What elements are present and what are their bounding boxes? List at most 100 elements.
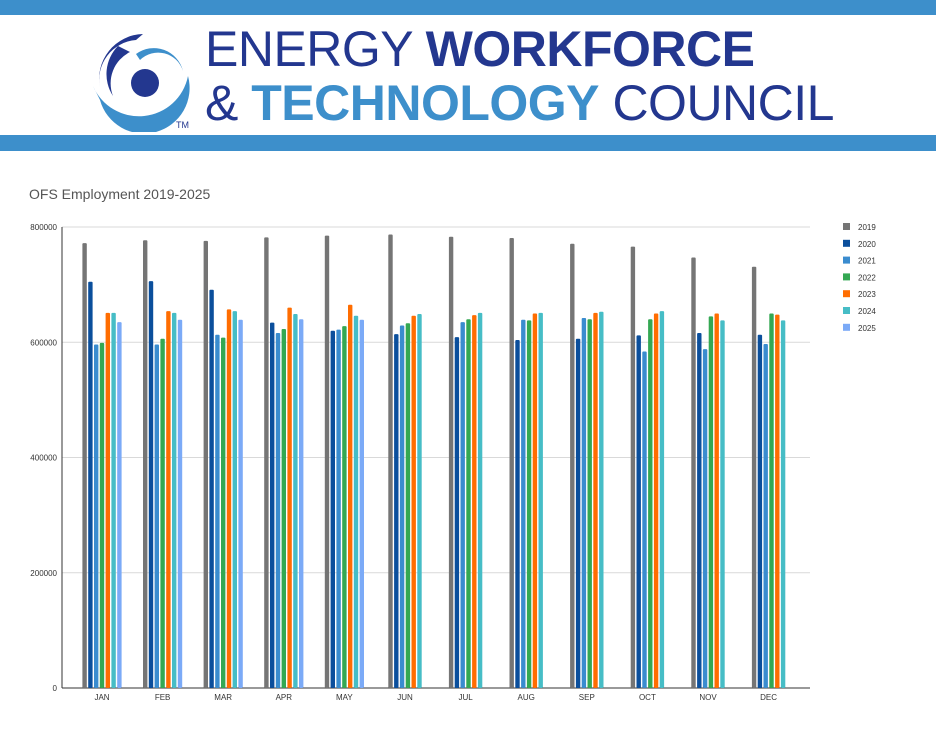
y-tick-label: 400000 xyxy=(30,454,57,463)
bar-2025-apr xyxy=(299,319,304,688)
bar-2024-may xyxy=(353,315,359,688)
x-tick-label: MAY xyxy=(336,693,353,702)
bar-2025-may xyxy=(359,319,364,688)
logo-council: COUNCIL xyxy=(599,75,834,131)
legend-label: 2024 xyxy=(858,307,876,316)
bar-2019-mar xyxy=(203,240,208,688)
bar-2023-sep xyxy=(593,312,598,688)
x-tick-label: NOV xyxy=(699,693,717,702)
bar-2021-feb xyxy=(154,344,159,688)
bar-2023-dec xyxy=(775,314,780,688)
bar-2022-jul xyxy=(466,319,471,688)
trademark: TM xyxy=(176,120,189,130)
bar-2022-mar xyxy=(221,337,226,688)
bar-2019-jan xyxy=(82,243,87,688)
bar-2023-jan xyxy=(105,312,110,688)
logo-amp: & xyxy=(205,75,252,131)
bar-2022-may xyxy=(342,326,347,688)
logo-icon xyxy=(93,34,190,132)
legend-label: 2023 xyxy=(858,290,876,299)
bar-2021-jan xyxy=(94,344,99,688)
bar-2024-mar xyxy=(232,311,237,688)
legend-swatch-2023 xyxy=(843,290,850,298)
x-tick-label: APR xyxy=(276,693,293,702)
bar-2020-nov xyxy=(697,333,702,688)
bar-2021-aug xyxy=(521,319,526,688)
bar-2025-jan xyxy=(117,322,122,688)
bar-2023-mar xyxy=(226,309,232,688)
bar-2022-nov xyxy=(708,316,714,688)
bar-2024-apr xyxy=(293,314,298,688)
legend-swatch-2021 xyxy=(843,256,850,264)
bar-2020-oct xyxy=(636,335,641,688)
bar-2020-feb xyxy=(148,281,154,688)
x-tick-label: SEP xyxy=(579,693,595,702)
bar-2022-jan xyxy=(99,342,105,688)
bar-2023-oct xyxy=(653,313,659,688)
bottom-band xyxy=(0,135,936,151)
bar-2019-dec xyxy=(751,266,757,688)
bar-2024-sep xyxy=(599,311,604,688)
legend-swatch-2019 xyxy=(843,223,850,230)
x-tick-label: OCT xyxy=(639,693,656,702)
bar-2021-may xyxy=(336,329,341,688)
bar-2022-sep xyxy=(587,319,592,688)
bar-2020-sep xyxy=(575,338,581,688)
legend-swatch-2022 xyxy=(843,273,850,281)
bar-2021-apr xyxy=(275,333,281,688)
legend-label: 2025 xyxy=(858,324,876,333)
bar-2021-mar xyxy=(215,334,220,688)
bar-2022-oct xyxy=(648,319,653,688)
y-tick-label: 800000 xyxy=(30,223,57,232)
chart-title: OFS Employment 2019-2025 xyxy=(29,186,211,202)
bar-2022-aug xyxy=(526,320,532,688)
logo-energy: ENERGY xyxy=(205,21,426,77)
bar-2020-aug xyxy=(515,339,520,688)
bar-2022-apr xyxy=(281,328,286,688)
bar-2022-jun xyxy=(405,323,411,688)
bar-2020-may xyxy=(330,330,335,688)
bar-2019-oct xyxy=(630,246,636,688)
x-tick-label: DEC xyxy=(760,693,777,702)
x-tick-label: JUN xyxy=(397,693,413,702)
legend-label: 2019 xyxy=(858,223,876,232)
bar-2022-feb xyxy=(160,338,165,688)
bar-2020-jul xyxy=(454,337,460,688)
bar-2020-dec xyxy=(757,334,763,688)
bar-2022-dec xyxy=(769,313,774,688)
bar-2019-nov xyxy=(691,257,696,688)
bar-2020-jun xyxy=(394,334,399,688)
logo-technology: TECHNOLOGY xyxy=(251,75,600,131)
bar-2024-aug xyxy=(538,312,543,688)
legend-swatch-2024 xyxy=(843,307,850,314)
bar-2019-sep xyxy=(570,243,575,688)
x-tick-label: MAR xyxy=(214,693,232,702)
bar-2020-jan xyxy=(88,281,93,688)
bar-2021-jul xyxy=(460,322,465,688)
bar-2023-nov xyxy=(714,313,719,688)
bar-2024-feb xyxy=(172,312,177,688)
bar-2021-jun xyxy=(399,325,405,688)
bar-2019-apr xyxy=(264,237,269,688)
x-tick-label: JUL xyxy=(458,693,473,702)
bar-2023-apr xyxy=(287,307,292,688)
bar-2019-aug xyxy=(509,237,514,689)
bar-2021-dec xyxy=(763,343,768,688)
bar-2021-oct xyxy=(642,351,647,688)
bar-2019-jun xyxy=(388,234,393,688)
bar-2023-feb xyxy=(166,311,171,688)
legend-label: 2021 xyxy=(858,257,876,266)
top-band xyxy=(0,0,936,15)
legend-swatch-2020 xyxy=(843,239,850,247)
bar-2023-jul xyxy=(472,315,477,688)
logo-workforce: WORKFORCE xyxy=(425,21,755,77)
bar-2020-mar xyxy=(209,289,214,688)
bar-2025-feb xyxy=(177,319,183,688)
y-tick-label: 200000 xyxy=(30,569,57,578)
bar-2020-apr xyxy=(270,322,275,688)
bar-2024-nov xyxy=(720,320,725,688)
bar-2023-may xyxy=(348,304,353,688)
legend-swatch-2025 xyxy=(843,323,850,331)
bar-2023-jun xyxy=(411,315,416,688)
